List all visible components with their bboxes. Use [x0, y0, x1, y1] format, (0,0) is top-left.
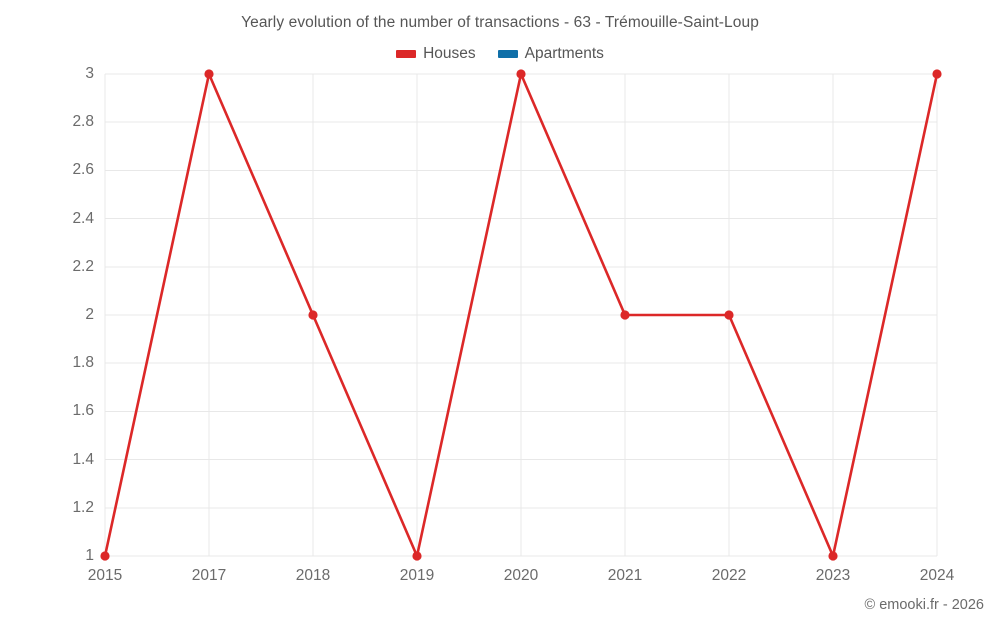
y-axis-tick-label: 2 [85, 306, 94, 323]
chart-title: Yearly evolution of the number of transa… [241, 14, 759, 31]
legend-label-houses: Houses [423, 45, 476, 62]
plot-svg [100, 69, 942, 561]
y-axis-tick-label: 1.4 [72, 450, 94, 468]
chart-credit: © emooki.fr - 2026 [864, 597, 984, 613]
x-axis-tick-label: 2020 [503, 567, 539, 584]
legend-label-apartments: Apartments [524, 45, 604, 62]
x-axis-tick-label: 2018 [295, 567, 331, 584]
y-axis-tick-label: 2.2 [72, 257, 94, 275]
x-axis-tick-label: 2023 [815, 567, 851, 584]
data-point[interactable] [204, 69, 214, 79]
y-axis-tick-label: 1.2 [72, 498, 94, 516]
chart-legend: Houses Apartments [0, 45, 1000, 63]
data-point[interactable] [412, 551, 422, 561]
legend-item-houses[interactable]: Houses [396, 45, 476, 63]
x-axis-tick-label: 2019 [399, 567, 435, 584]
y-axis: 1 1.2 1.4 1.6 1.8 2 2.2 2.4 2.6 2.8 3 [10, 0, 94, 625]
legend-item-apartments[interactable]: Apartments [497, 45, 604, 63]
data-point[interactable] [100, 551, 110, 561]
x-axis-tick-label: 2021 [607, 567, 643, 584]
x-axis-tick-label: 2022 [711, 567, 747, 584]
y-axis-tick-label: 2.8 [72, 113, 94, 131]
data-point[interactable] [932, 69, 942, 79]
x-axis-tick-label: 2017 [191, 567, 227, 584]
data-point[interactable] [828, 551, 838, 561]
x-axis-tick-label: 2015 [87, 567, 123, 584]
data-point[interactable] [516, 69, 526, 79]
y-axis-tick-label: 2.4 [72, 209, 94, 227]
y-axis-tick-label: 2.6 [72, 161, 94, 179]
x-axis-tick-label: 2024 [919, 567, 955, 584]
series-layer [100, 69, 942, 561]
data-point[interactable] [620, 310, 630, 320]
y-axis-tick-label: 3 [85, 65, 94, 82]
plot-area [100, 69, 942, 561]
y-axis-tick-label: 1.8 [72, 354, 94, 372]
data-point[interactable] [724, 310, 734, 320]
data-point[interactable] [308, 310, 318, 320]
y-axis-tick-label: 1 [85, 547, 94, 564]
legend-swatch-houses [396, 50, 417, 58]
legend-swatch-apartments [497, 50, 518, 58]
y-axis-tick-label: 1.6 [72, 402, 94, 420]
